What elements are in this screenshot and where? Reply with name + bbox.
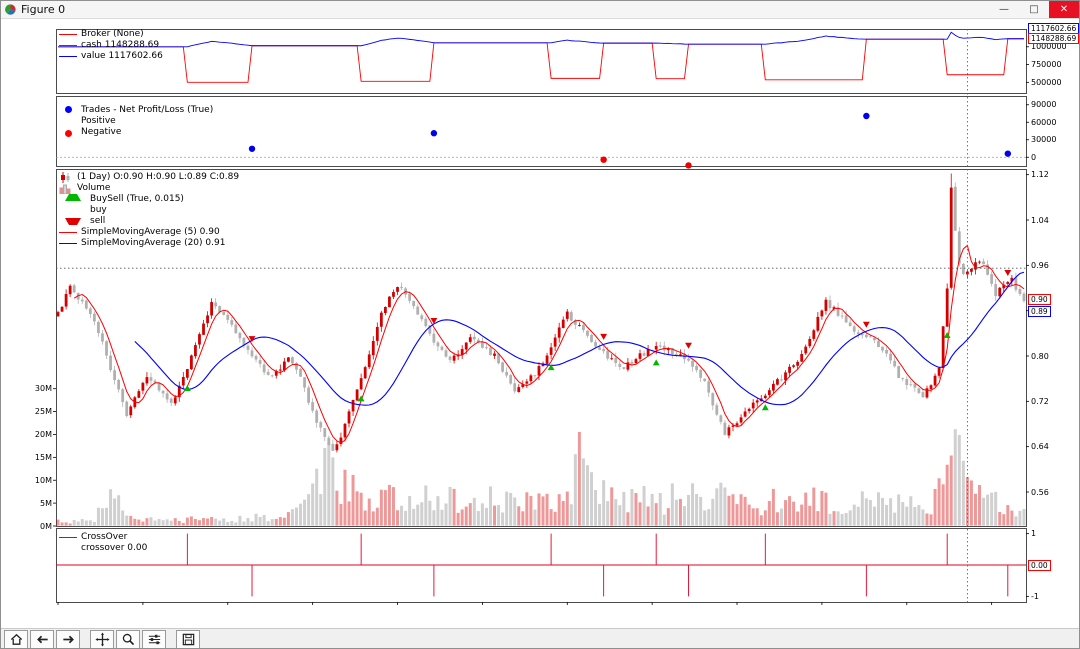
candlestick-icon <box>59 172 73 183</box>
y-tick-label: 1.04 <box>1031 215 1049 225</box>
figure-area: Broker (None) cash 1148288.69 value 1117… <box>1 19 1079 628</box>
home-icon <box>10 633 22 645</box>
y-tick-label: 15M <box>34 452 52 462</box>
crossover-legend-title: CrossOver <box>81 532 128 542</box>
y-tick-label: 0M <box>40 521 52 531</box>
y-tick-label: 750000 <box>1031 60 1062 70</box>
crossover-value-label: crossover 0.00 <box>81 543 148 553</box>
sell-marker-icon <box>65 218 81 225</box>
broker-legend: Broker (None) cash 1148288.69 value 1117… <box>59 29 163 62</box>
window-title: Figure 0 <box>21 3 66 16</box>
floppy-save-icon <box>182 633 194 646</box>
main-sma5-label: SimpleMovingAverage (5) 0.90 <box>81 227 220 237</box>
negative-dot-icon <box>65 129 72 137</box>
back-arrow-icon <box>36 635 48 644</box>
y-tick-label: 0.64 <box>1031 442 1049 452</box>
pan-button[interactable] <box>90 630 114 648</box>
pan-icon <box>94 632 110 647</box>
y-tick-label: 0 <box>1031 152 1037 162</box>
trades-negative-label: Negative <box>81 127 122 137</box>
main-buy-label: buy <box>90 205 107 215</box>
y-tick-label: 0.72 <box>1031 396 1049 406</box>
magnifier-icon <box>122 633 134 646</box>
zoom-button[interactable] <box>116 630 140 648</box>
maximize-button[interactable]: □ <box>1029 4 1039 15</box>
navigation-toolbar <box>1 628 1079 648</box>
crossover-line-swatch <box>59 537 77 538</box>
y-tick-label: 5M <box>40 498 52 508</box>
buy-marker-icon <box>65 194 81 201</box>
y-tick-label: 0.80 <box>1031 351 1049 361</box>
matplotlib-logo-icon <box>5 4 16 15</box>
close-button[interactable]: ✕ <box>1049 1 1079 18</box>
plot-canvas[interactable] <box>1 19 1079 628</box>
cash-line-swatch <box>59 45 77 46</box>
volume-icon <box>59 183 73 194</box>
y-tick-label: 0.96 <box>1031 260 1049 270</box>
y-tick-label: 25M <box>34 407 52 417</box>
forward-arrow-icon <box>62 635 74 644</box>
broker-cash-label: cash 1148288.69 <box>81 40 160 50</box>
trades-legend-title: Trades - Net Profit/Loss (True) <box>81 105 214 115</box>
back-button[interactable] <box>30 630 54 648</box>
configure-subplots-button[interactable] <box>142 630 166 648</box>
main-sma20-label: SimpleMovingAverage (20) 0.91 <box>81 238 226 248</box>
forward-button[interactable] <box>56 630 80 648</box>
main-volume-label: Volume <box>77 183 111 193</box>
crossover-legend: CrossOver crossover 0.00 <box>59 532 147 554</box>
sliders-icon <box>148 634 160 645</box>
sma20-line-swatch <box>59 243 77 244</box>
y-tick-label: 1.12 <box>1031 170 1049 180</box>
y-tick-label: 10M <box>34 475 52 485</box>
y-tick-label: 1000000 <box>1031 42 1067 52</box>
y-tick-label: -1 <box>1031 591 1039 601</box>
broker-value-label: value 1117602.66 <box>81 51 163 61</box>
y-tick-label: 0.56 <box>1031 487 1049 497</box>
cursor-cash-box: 1148288.69 <box>1028 33 1079 44</box>
y-tick-label: 1 <box>1031 529 1037 539</box>
y-tick-label: 60000 <box>1031 117 1057 127</box>
y-tick-label: 30M <box>34 384 52 394</box>
save-button[interactable] <box>176 630 200 648</box>
main-ohlc-label: (1 Day) O:0.90 H:0.90 L:0.89 C:0.89 <box>77 172 240 182</box>
minimize-button[interactable]: — <box>999 4 1009 15</box>
value-line-swatch <box>59 56 77 57</box>
broker-line-swatch <box>59 34 77 35</box>
y-tick-label: 500000 <box>1031 77 1062 87</box>
main-legend: (1 Day) O:0.90 H:0.90 L:0.89 C:0.89 Volu… <box>59 172 239 249</box>
main-sell-label: sell <box>90 216 106 226</box>
main-buysell-label: BuySell (True, 0.015) <box>90 194 184 204</box>
broker-legend-title: Broker (None) <box>81 29 144 39</box>
cursor-sma5-box: 0.90 <box>1028 294 1051 305</box>
window-controls: — □ ✕ <box>989 1 1079 18</box>
cursor-sma20-box: 0.89 <box>1028 306 1051 317</box>
cursor-crossover-box: 0.00 <box>1028 560 1051 571</box>
trades-positive-label: Positive <box>81 116 116 126</box>
trades-legend: Trades - Net Profit/Loss (True) Positive… <box>59 105 213 138</box>
sma5-line-swatch <box>59 232 77 233</box>
y-tick-label: 90000 <box>1031 100 1057 110</box>
home-button[interactable] <box>4 630 28 648</box>
y-tick-label: 30000 <box>1031 135 1057 145</box>
window-titlebar[interactable]: Figure 0 — □ ✕ <box>1 1 1079 19</box>
y-tick-label: 20M <box>34 429 52 439</box>
positive-dot-icon <box>65 106 72 113</box>
